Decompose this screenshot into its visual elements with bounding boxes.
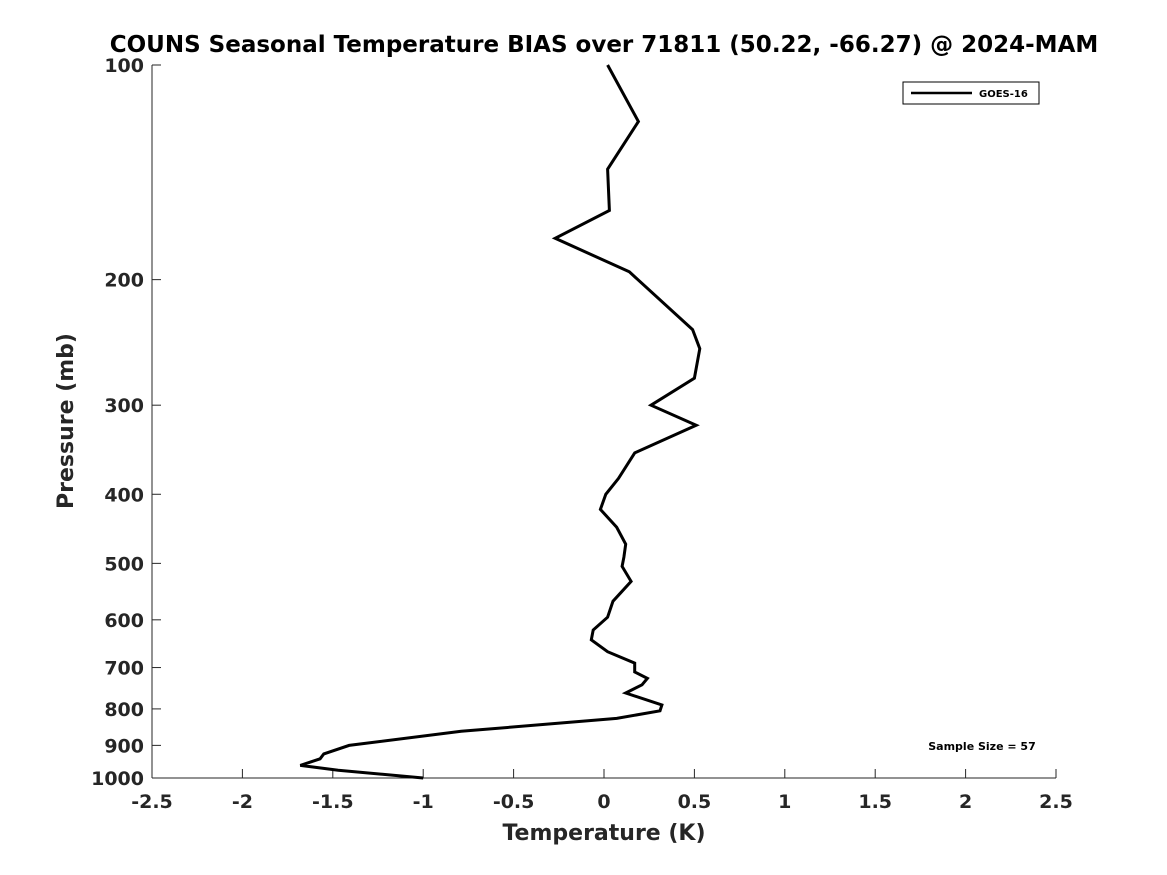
plot-area	[299, 64, 702, 780]
legend: GOES-16	[902, 81, 1040, 105]
y-axis-label: Pressure (mb)	[54, 333, 79, 509]
chart-title: COUNS Seasonal Temperature BIAS over 718…	[110, 32, 1099, 58]
x-tick-label: 1.5	[858, 791, 892, 813]
x-tick-label: -2.5	[131, 791, 173, 813]
series-line-goes-16	[299, 64, 702, 780]
y-tick-label: 700	[104, 658, 144, 680]
y-tick-label: 800	[104, 699, 144, 721]
x-tick-label: 0.5	[678, 791, 712, 813]
x-axis: -2.5 -2 -1.5 -1 -0.5 0 0.5 1 1.5 2 2.5	[131, 769, 1073, 813]
x-tick-label: -1	[413, 791, 434, 813]
y-tick-label: 900	[104, 735, 144, 757]
sample-size-annotation: Sample Size = 57	[928, 740, 1035, 753]
x-tick-label: -1.5	[312, 791, 354, 813]
y-tick-label: 300	[104, 395, 144, 417]
y-tick-label: 1000	[91, 768, 144, 790]
y-tick-label: 400	[104, 484, 144, 506]
legend-label-goes-16: GOES-16	[979, 89, 1028, 100]
y-tick-label: 100	[104, 55, 144, 77]
y-tick-label: 200	[104, 270, 144, 292]
x-tick-label: 0	[597, 791, 610, 813]
y-axis: 100 200 300 400 500 600 700 800 900 1000	[91, 55, 161, 790]
y-tick-label: 600	[104, 610, 144, 632]
x-tick-label: 2.5	[1039, 791, 1073, 813]
x-tick-label: -0.5	[493, 791, 535, 813]
x-tick-label: 1	[778, 791, 791, 813]
x-axis-label: Temperature (K)	[502, 821, 705, 846]
y-tick-label: 500	[104, 553, 144, 575]
x-tick-label: 2	[959, 791, 972, 813]
x-tick-label: -2	[232, 791, 253, 813]
